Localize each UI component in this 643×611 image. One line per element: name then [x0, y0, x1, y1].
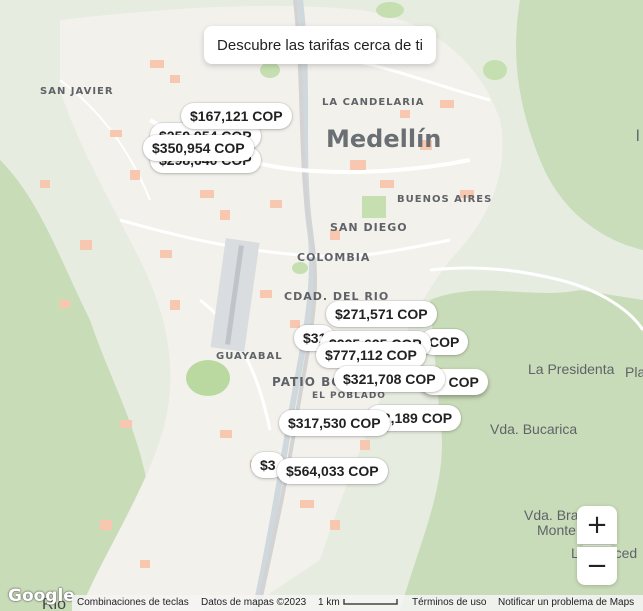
- report-problem-link[interactable]: Notificar un problema de Maps: [498, 597, 635, 608]
- place-label-buenos-aires: BUENOS AIRES: [397, 194, 493, 205]
- place-label-el-poblado: EL POBLADO: [312, 391, 386, 401]
- price-marker[interactable]: $350,954 COP: [143, 135, 254, 161]
- zoom-in-button[interactable]: +: [577, 506, 617, 544]
- place-label-monte: Monte: [537, 522, 576, 538]
- place-label-san-javier: SAN JAVIER: [40, 86, 114, 97]
- price-marker[interactable]: $321,708 COP: [334, 366, 445, 392]
- keyboard-shortcuts-link[interactable]: Combinaciones de teclas: [77, 597, 189, 608]
- zoom-divider: [583, 545, 611, 546]
- scale-bar-icon: [343, 599, 398, 605]
- price-marker[interactable]: $777,112 COP: [316, 342, 426, 368]
- place-label-bottom-left: Rio: [42, 596, 67, 611]
- map-data-label: Datos de mapas ©2023: [201, 597, 307, 608]
- price-marker[interactable]: $167,121 COP: [181, 103, 292, 129]
- place-label-medellin: Medellín: [326, 125, 442, 153]
- price-marker[interactable]: $317,530 COP: [279, 410, 390, 436]
- scale-label[interactable]: 1 km: [318, 597, 340, 608]
- zoom-out-button[interactable]: −: [577, 547, 617, 585]
- place-label-la-candelaria: LA CANDELARIA: [322, 97, 425, 108]
- discover-rates-button[interactable]: Descubre las tarifas cerca de ti: [204, 26, 436, 64]
- place-label-edge: l: [636, 128, 640, 145]
- place-label-cdad-del-rio: CDAD. DEL RIO: [284, 290, 390, 303]
- place-label-colombia: COLOMBIA: [297, 251, 371, 264]
- price-marker[interactable]: $564,033 COP: [277, 458, 388, 484]
- place-label-pla: Pla: [625, 364, 643, 380]
- place-label-vda-bra: Vda. Bra: [524, 507, 579, 523]
- attribution-bar: Combinaciones de teclas Datos de mapas ©…: [0, 595, 643, 611]
- place-label-la-presidenta: La Presidenta: [528, 361, 615, 377]
- place-label-guayabal: GUAYABAL: [216, 351, 283, 362]
- price-marker[interactable]: $271,571 COP: [326, 301, 437, 327]
- terms-link[interactable]: Términos de uso: [412, 597, 487, 608]
- google-logo: Google: [8, 586, 75, 606]
- place-label-patio-bonito: PATIO BO: [272, 375, 343, 389]
- place-label-san-diego: SAN DIEGO: [330, 221, 408, 234]
- place-label-vda-bucarica: Vda. Bucarica: [490, 421, 578, 437]
